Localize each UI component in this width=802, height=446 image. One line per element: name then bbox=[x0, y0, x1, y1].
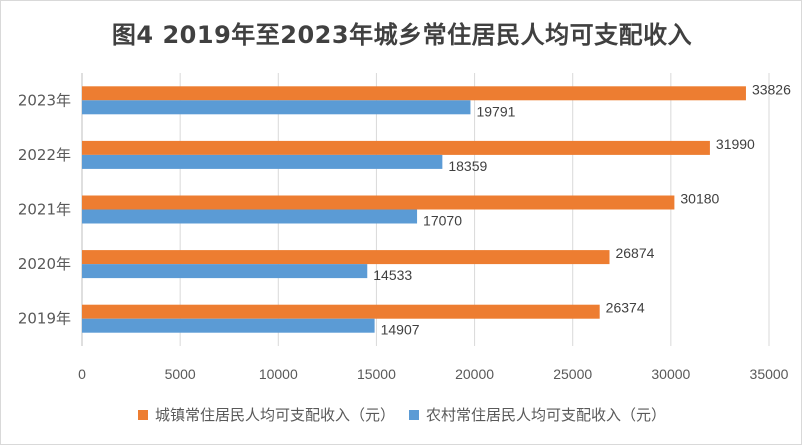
legend-item-urban: 城镇常住居民人均可支配收入（元） bbox=[137, 404, 395, 425]
y-tick-label: 2019年 bbox=[18, 310, 71, 328]
data-label-rural: 18359 bbox=[448, 158, 487, 174]
x-tick-label: 10000 bbox=[259, 366, 298, 382]
y-tick-label: 2020年 bbox=[18, 255, 71, 273]
bar-rural bbox=[82, 209, 418, 224]
bar-urban bbox=[82, 250, 610, 265]
y-tick-label: 2023年 bbox=[18, 91, 71, 109]
bar-urban bbox=[82, 86, 746, 101]
bar-rural bbox=[82, 318, 375, 333]
x-tick-label: 0 bbox=[78, 366, 86, 382]
data-label-urban: 30180 bbox=[680, 191, 719, 207]
y-tick-label: 2022年 bbox=[18, 146, 71, 164]
x-tick-label: 35000 bbox=[750, 366, 789, 382]
bar-rural bbox=[82, 100, 471, 115]
data-label-urban: 33826 bbox=[752, 81, 791, 97]
data-label-urban: 31990 bbox=[716, 136, 755, 152]
bar-urban bbox=[82, 304, 600, 319]
legend-swatch-rural bbox=[409, 409, 419, 420]
data-label-rural: 19791 bbox=[476, 103, 515, 119]
data-label-rural: 14907 bbox=[381, 322, 420, 338]
x-tick-label: 25000 bbox=[553, 366, 592, 382]
bar-urban bbox=[82, 195, 675, 210]
chart-legend: 城镇常住居民人均可支配收入（元） 农村常住居民人均可支配收入（元） bbox=[1, 404, 802, 425]
x-tick-label: 30000 bbox=[651, 366, 690, 382]
x-tick-label: 20000 bbox=[455, 366, 494, 382]
bar-rural bbox=[82, 154, 443, 169]
x-tick-label: 5000 bbox=[165, 366, 196, 382]
legend-label-urban: 城镇常住居民人均可支配收入（元） bbox=[154, 406, 395, 424]
data-label-urban: 26874 bbox=[615, 245, 654, 261]
chart-title: 图4 2019年至2023年城乡常住居民人均可支配收入 bbox=[111, 21, 693, 49]
legend-label-rural: 农村常住居民人均可支配收入（元） bbox=[426, 406, 667, 424]
legend-swatch-urban bbox=[137, 409, 148, 420]
data-label-rural: 14533 bbox=[373, 267, 412, 283]
bar-urban bbox=[82, 140, 710, 155]
x-tick-label: 15000 bbox=[357, 366, 396, 382]
bar-rural bbox=[82, 264, 368, 279]
legend-item-rural: 农村常住居民人均可支配收入（元） bbox=[409, 404, 666, 425]
data-label-rural: 17070 bbox=[423, 213, 462, 229]
y-tick-label: 2021年 bbox=[18, 201, 71, 219]
data-label-urban: 26374 bbox=[606, 300, 645, 316]
